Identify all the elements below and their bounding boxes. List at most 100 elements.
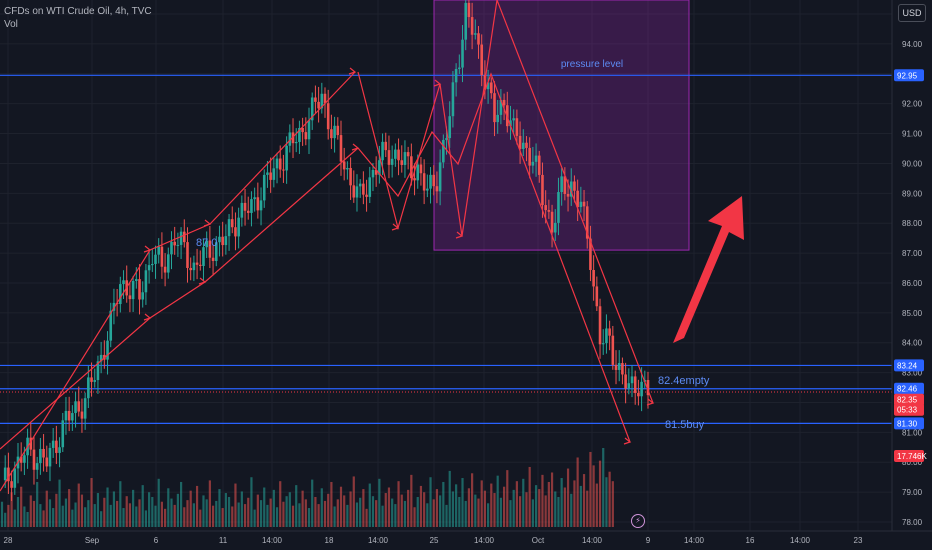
volume-bar	[557, 496, 560, 527]
candle-body	[96, 361, 100, 381]
price-tag-label: 82.46	[897, 385, 918, 394]
big-arrow[interactable]	[673, 196, 744, 343]
volume-bar	[135, 506, 138, 527]
pattern-line	[0, 147, 359, 450]
candle-body	[442, 139, 445, 163]
candle-body	[426, 188, 429, 191]
candle-body	[617, 363, 621, 370]
volume-bar	[71, 509, 74, 527]
price-tick-label: 80.00	[902, 458, 923, 467]
candle-body	[282, 169, 285, 171]
volume-bar	[579, 485, 582, 527]
volume-bar	[4, 512, 7, 527]
candle-body	[253, 197, 256, 200]
candle-body	[390, 158, 394, 165]
volume-bar	[103, 497, 106, 527]
volume-bar	[128, 503, 132, 527]
volume-bar	[592, 465, 595, 527]
candle-body	[496, 114, 499, 123]
volume-bar	[256, 494, 259, 527]
candle-body	[406, 152, 410, 157]
candle-body	[480, 44, 484, 76]
price-tick-label: 84.00	[902, 339, 923, 348]
volume-bar	[502, 486, 506, 527]
volume-bar	[275, 507, 279, 527]
volume-bar	[295, 485, 298, 527]
candle-body	[246, 210, 250, 213]
volume-bar	[413, 507, 416, 527]
volume-bar	[7, 504, 10, 527]
volume-bar	[429, 477, 432, 527]
volume-bar	[339, 486, 343, 527]
volume-bar	[100, 511, 103, 527]
candle-body	[48, 447, 52, 467]
volume-bar	[250, 477, 253, 527]
pattern-lines[interactable]	[0, 0, 655, 492]
candle-body	[157, 246, 161, 255]
volume-bar	[432, 499, 435, 527]
volume-bar	[227, 496, 231, 527]
pattern-line	[357, 0, 654, 404]
volume-bar	[176, 493, 179, 527]
candle-body	[550, 211, 554, 233]
candle-body	[521, 142, 525, 149]
annotation-label: 81.5buy	[665, 419, 705, 431]
volume-bar	[93, 504, 96, 527]
candle-body	[93, 380, 97, 382]
candle-body	[467, 2, 471, 18]
volume-bar	[240, 491, 243, 527]
candle-body	[269, 172, 272, 180]
currency-button[interactable]: USD	[898, 4, 926, 22]
candle-body	[208, 240, 212, 258]
volume-bar	[467, 488, 471, 527]
candle-body	[605, 328, 608, 344]
volume-bar	[397, 481, 400, 527]
volume-bar	[554, 491, 557, 527]
candle-body	[397, 149, 400, 161]
volume-bar	[496, 475, 499, 527]
candle-body	[336, 125, 340, 136]
volume-bar	[247, 497, 250, 527]
candle-body	[585, 206, 589, 239]
candle-body	[243, 202, 247, 211]
candle-body	[278, 158, 282, 170]
price-tick-label: 88.00	[902, 219, 923, 228]
candle-body	[45, 457, 49, 467]
volume-bar	[416, 496, 419, 527]
volume-bar	[327, 493, 330, 527]
volume-bar	[253, 509, 256, 527]
volume-bar	[474, 494, 477, 527]
candle-body	[154, 254, 157, 264]
volume-bar	[359, 497, 362, 527]
candle-body	[221, 236, 224, 246]
volume-bar	[534, 485, 538, 527]
candle-body	[240, 202, 244, 218]
candle-body	[432, 174, 436, 187]
lightning-icon[interactable]: ⚡	[631, 514, 645, 528]
volume-bar	[58, 479, 61, 527]
candle-body	[547, 210, 551, 212]
candle-body	[288, 132, 292, 146]
candle-body	[141, 292, 145, 300]
volume-bar	[602, 448, 605, 527]
annotations: 87.0 82.4empty 81.5buy	[196, 237, 710, 431]
price-axis[interactable]: 78.0079.0080.0081.0082.0083.0084.0085.00…	[891, 0, 932, 550]
volume-bar	[144, 510, 148, 527]
volume-bar	[403, 500, 407, 527]
volume-bar	[512, 489, 515, 527]
horizontal-levels[interactable]	[0, 0, 892, 424]
candle-body	[285, 145, 288, 171]
volume-bar	[547, 481, 550, 527]
volume-bar	[125, 496, 128, 527]
candle-body	[131, 280, 135, 300]
volume-bar	[84, 507, 87, 527]
volume-bar	[311, 479, 314, 527]
candle-body	[330, 129, 333, 139]
volume-bar	[10, 492, 13, 527]
volume-bar	[186, 500, 189, 527]
time-axis[interactable]: 28 Sep 6 11 14:00 18 14:00 25 14:00 Oct 14:00 9 14:0…	[0, 530, 932, 550]
candle-body	[445, 138, 448, 140]
candle-body	[119, 284, 122, 305]
volume-bar	[451, 491, 455, 527]
